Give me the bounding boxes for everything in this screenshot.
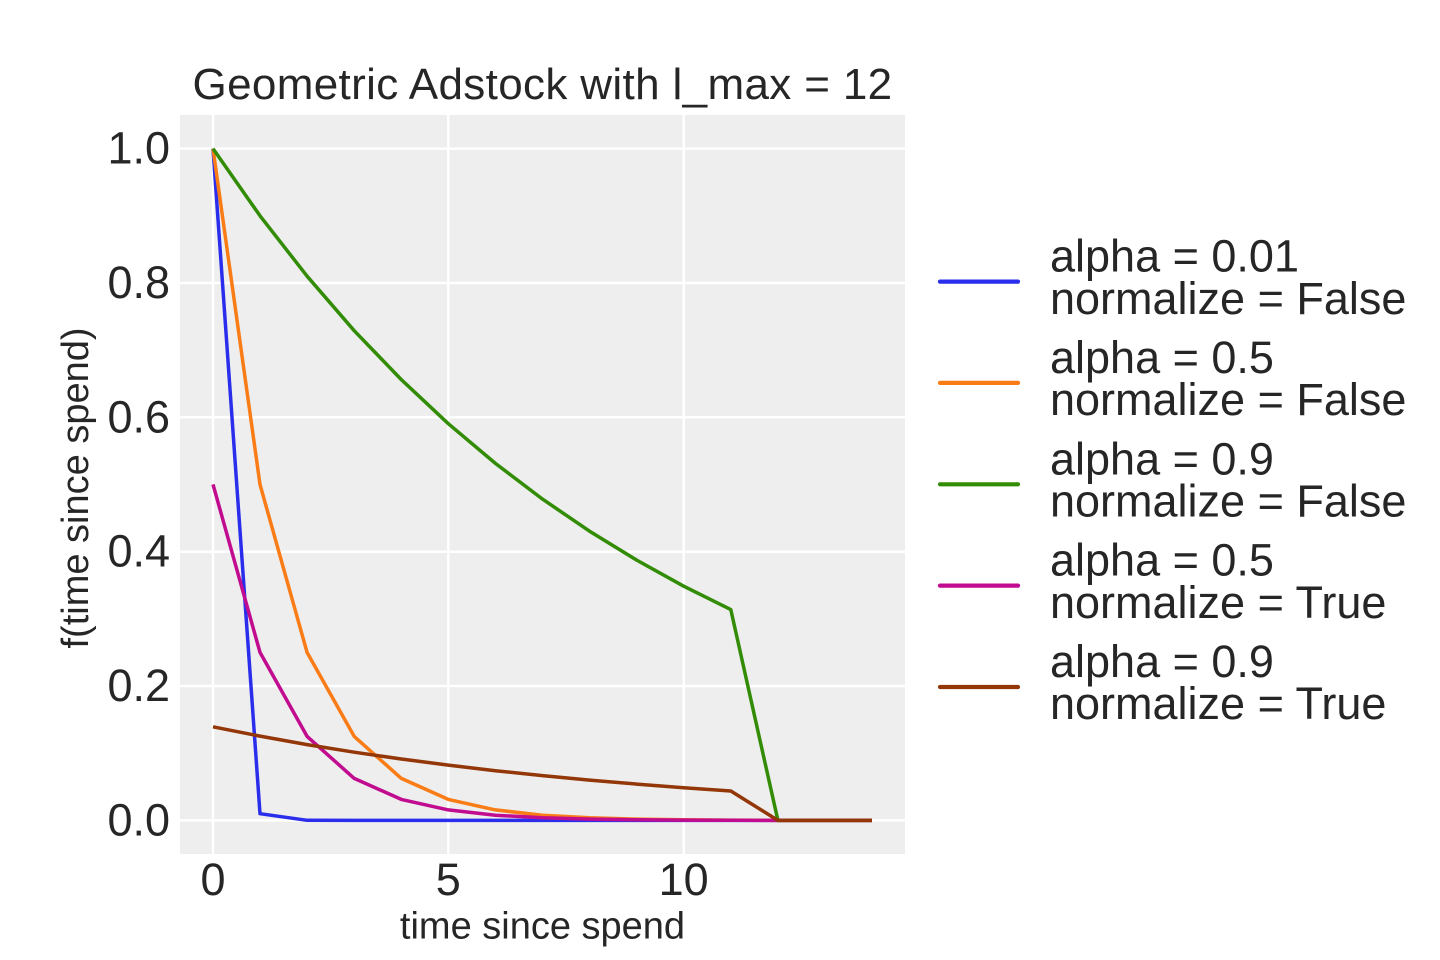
- svg-text:alpha = 0.9: alpha = 0.9: [1050, 433, 1274, 484]
- svg-text:alpha = 0.5: alpha = 0.5: [1050, 535, 1274, 586]
- svg-text:normalize = False: normalize = False: [1050, 476, 1406, 527]
- svg-text:0.8: 0.8: [107, 257, 170, 308]
- svg-text:normalize = True: normalize = True: [1050, 577, 1386, 628]
- svg-text:f(time since spend): f(time since spend): [55, 327, 97, 648]
- svg-text:normalize = True: normalize = True: [1050, 678, 1386, 729]
- svg-text:0.2: 0.2: [107, 660, 170, 711]
- svg-text:normalize = False: normalize = False: [1050, 273, 1406, 324]
- svg-text:0: 0: [200, 854, 225, 905]
- svg-text:10: 10: [659, 854, 709, 905]
- svg-text:Geometric Adstock with l_max =: Geometric Adstock with l_max = 12: [193, 60, 893, 109]
- svg-text:time since spend: time since spend: [400, 906, 685, 948]
- svg-text:0.0: 0.0: [107, 794, 170, 845]
- svg-text:alpha = 0.9: alpha = 0.9: [1050, 636, 1274, 687]
- svg-text:0.4: 0.4: [107, 526, 170, 577]
- svg-text:alpha = 0.01: alpha = 0.01: [1050, 231, 1299, 282]
- svg-text:1.0: 1.0: [107, 123, 170, 174]
- svg-text:0.6: 0.6: [107, 391, 170, 442]
- svg-text:alpha = 0.5: alpha = 0.5: [1050, 332, 1274, 383]
- svg-text:5: 5: [436, 854, 461, 905]
- svg-text:normalize = False: normalize = False: [1050, 374, 1406, 425]
